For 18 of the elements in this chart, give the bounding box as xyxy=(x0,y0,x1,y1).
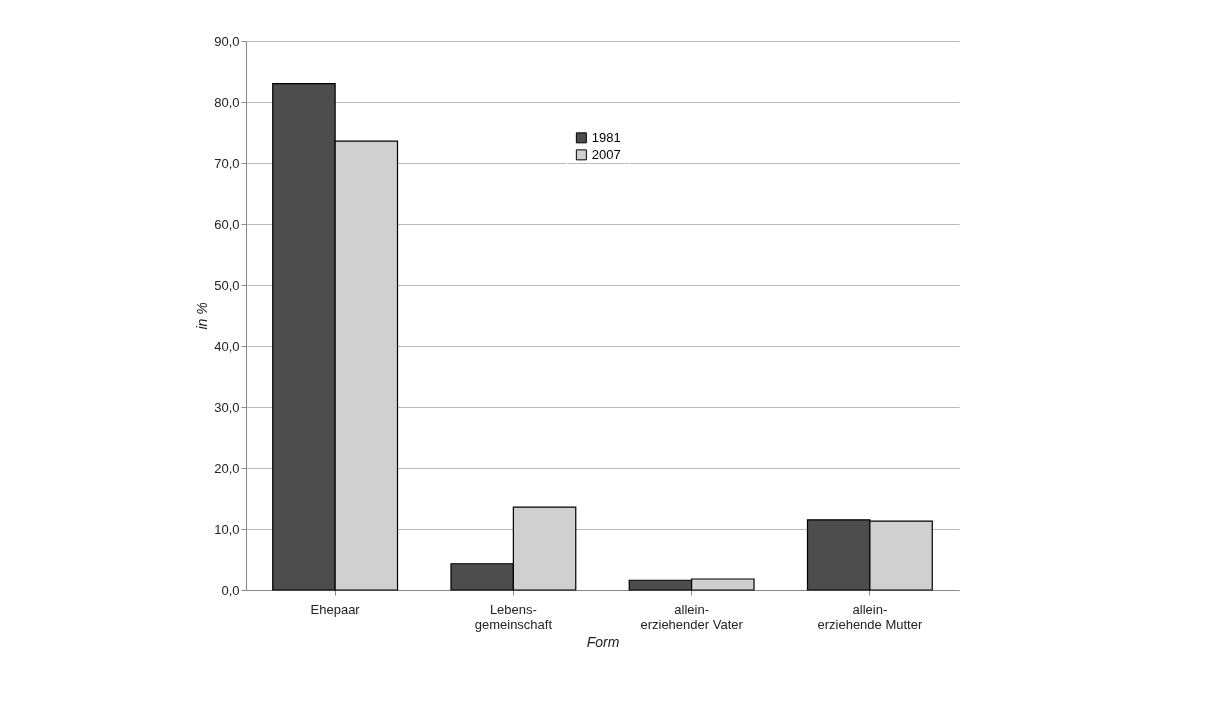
y-tick-label: 30,0 xyxy=(214,399,240,415)
x-tick-label: allein- erziehende Mutter xyxy=(817,601,923,632)
y-tick-label: 10,0 xyxy=(214,521,240,537)
y-axis-title: in % xyxy=(194,302,211,330)
y-tick-label: 90,0 xyxy=(214,33,240,49)
y-tick-label: 0,0 xyxy=(221,582,240,598)
x-tick-label: Ehepaar xyxy=(310,601,361,617)
y-tick-label: 80,0 xyxy=(214,94,240,110)
x-axis-title: Form xyxy=(586,633,620,650)
y-tick-label: 60,0 xyxy=(214,216,240,232)
y-tick-label: 40,0 xyxy=(214,338,240,354)
x-tick-label: allein- erziehender Vater xyxy=(640,601,744,632)
y-tick-label: 50,0 xyxy=(214,277,240,293)
y-tick-label: 70,0 xyxy=(214,155,240,171)
x-tick-label: Lebens- gemeinschaft xyxy=(474,601,553,632)
y-tick-label: 20,0 xyxy=(214,460,240,476)
legend-label: 2007 xyxy=(591,146,621,162)
legend-label: 1981 xyxy=(591,129,621,145)
